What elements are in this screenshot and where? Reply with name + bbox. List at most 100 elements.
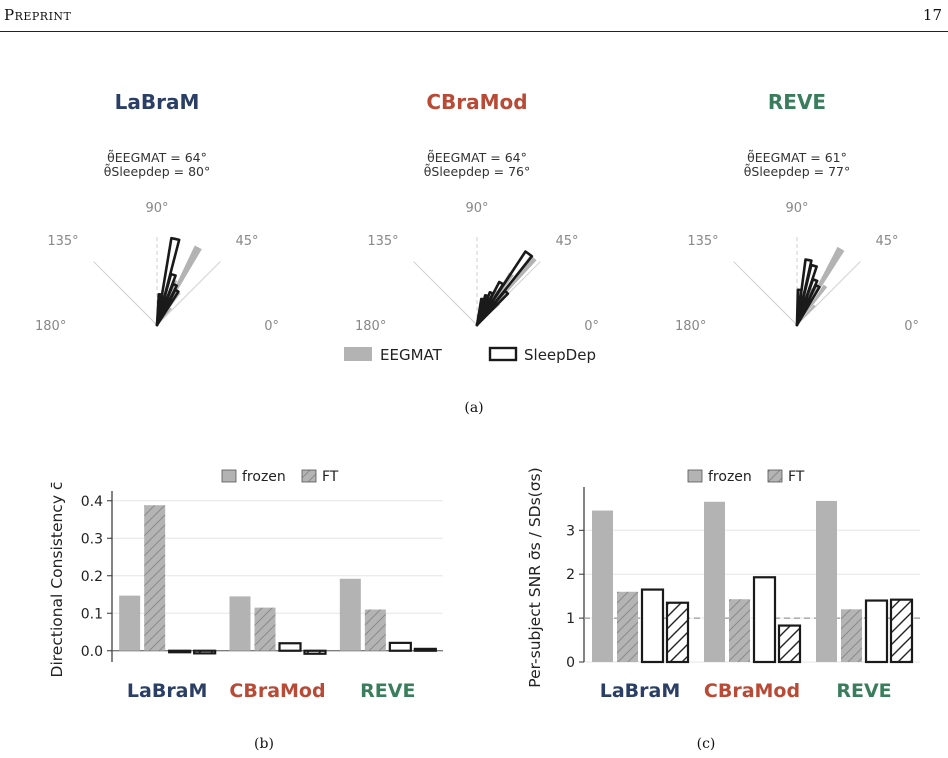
y-axis-label: Directional Consistency c̄ [48, 482, 66, 678]
median-sleepdep: θ̃Sleepdep = 76° [424, 164, 531, 179]
polar-tick-label: 180° [355, 319, 386, 334]
polar-tick-label: 45° [875, 234, 898, 249]
legend-swatch-sleepdep [488, 346, 518, 362]
bar-eegmat-frozen [816, 500, 837, 662]
y-tick-label: 2 [566, 567, 575, 583]
category-label: CBraMod [229, 680, 325, 702]
eegmat-wedge [797, 304, 816, 325]
y-tick-label: 0.1 [81, 606, 103, 622]
polar-tick-label: 45° [555, 234, 578, 249]
polar-spoke [93, 261, 158, 326]
bar-sleepdep-frozen [168, 649, 192, 654]
legend-label-ft: FT [788, 469, 805, 485]
sleepdep-wedge [475, 294, 490, 327]
bar-sleepdep-ft [303, 649, 327, 655]
sleepdep-wedge [475, 250, 534, 327]
bar-sleepdep-frozen [752, 576, 777, 664]
bar-sleepdep-frozen [640, 588, 665, 664]
category-label: CBraMod [704, 680, 800, 702]
model-title: CBraMod [426, 90, 527, 114]
polar-tick-label: 180° [35, 319, 66, 334]
sleepdep-wedge [155, 292, 163, 327]
page-header: Preprint 17 [0, 0, 948, 40]
eegmat-wedge [797, 284, 828, 325]
bar-eegmat-frozen [339, 578, 361, 651]
polar-panel-cbramod: CBraMod θ̃EEGMAT = 64°θ̃Sleepdep = 76° 180… [355, 90, 599, 334]
legend-label-frozen: frozen [708, 469, 752, 485]
bar-sleepdep-ft [777, 624, 802, 664]
bar-sleepdep-frozen [864, 599, 889, 664]
polar-tick-label: 90° [465, 201, 488, 216]
bar-eegmat-frozen [119, 595, 141, 651]
legend-swatch-ft [767, 469, 783, 483]
polar-tick-label: 90° [785, 201, 808, 216]
header-rule [0, 31, 948, 32]
bar-eegmat-ft [729, 599, 750, 662]
bar-legend: frozen FT [221, 469, 339, 485]
median-eegmat: θ̃EEGMAT = 64° [107, 150, 207, 165]
polar-tick-label: 0° [264, 319, 279, 334]
category-label: LaBraM [127, 680, 208, 702]
bar-eegmat-frozen [704, 501, 725, 662]
bar-eegmat-ft [841, 609, 862, 662]
polar-tick-label: 0° [584, 319, 599, 334]
y-axis-label: Per-subject SNR σ̄s / SDs(σs) [526, 467, 544, 687]
polar-panel-labram: LaBraM θ̃EEGMAT = 64°θ̃Sleepdep = 80° 180°… [35, 90, 279, 334]
polar-tick-label: 180° [675, 319, 706, 334]
header-left: Preprint [4, 6, 72, 24]
sleepdep-wedge [795, 258, 813, 327]
polar-tick-label: 135° [367, 234, 398, 249]
bar-sleepdep-frozen [278, 642, 302, 652]
polar-tick-label: 135° [687, 234, 718, 249]
y-tick-label: 0.0 [81, 644, 103, 660]
legend-swatch-eegmat [344, 347, 372, 361]
polar-tick-label: 90° [145, 201, 168, 216]
polar-spoke [796, 261, 861, 326]
polar-spoke [733, 261, 798, 326]
polar-tick-label: 45° [235, 234, 258, 249]
bar-eegmat-ft [144, 505, 166, 651]
bar-sleepdep-ft [193, 649, 217, 655]
sleepdep-wedge [795, 288, 803, 327]
bar-sleepdep-ft [665, 601, 690, 664]
model-title: REVE [768, 90, 826, 114]
polar-legend: EEGMAT SleepDep [344, 346, 596, 364]
bar-eegmat-frozen [229, 596, 251, 651]
panel-c-chart: 0 1 2 3 Per-subject SNR σ̄s / SDs(σs) LaBraM C… [526, 467, 920, 702]
bar-eegmat-ft [254, 607, 276, 651]
legend-swatch-frozen [687, 469, 703, 483]
sleepdep-wedge [475, 297, 485, 327]
bar-sleepdep-ft [889, 598, 914, 664]
bar-eegmat-frozen [592, 510, 613, 662]
legend-label-frozen: frozen [242, 469, 286, 485]
polar-panel-reve: REVE θ̃EEGMAT = 61°θ̃Sleepdep = 77° 180° 13… [675, 90, 919, 334]
polar-tick-label: 0° [904, 319, 919, 334]
category-label: REVE [836, 680, 891, 702]
bar-sleepdep-frozen [388, 641, 412, 652]
y-tick-label: 0.3 [81, 531, 103, 547]
median-eegmat: θ̃EEGMAT = 64° [427, 150, 527, 165]
legend-swatch-ft [301, 469, 317, 483]
polar-tick-label: 135° [47, 234, 78, 249]
legend-swatch-frozen [221, 469, 237, 483]
category-label: REVE [360, 680, 415, 702]
y-tick-label: 0.4 [81, 494, 103, 510]
category-label: LaBraM [600, 680, 681, 702]
bar-legend: frozen FT [687, 469, 805, 485]
legend-label-sleepdep: SleepDep [524, 346, 596, 364]
median-sleepdep: θ̃Sleepdep = 80° [104, 164, 211, 179]
sleepdep-wedge [475, 280, 505, 327]
y-tick-label: 0.2 [81, 569, 103, 585]
caption-a: (a) [464, 400, 484, 416]
panel-b-chart: 0.0 0.1 0.2 0.3 0.4 Directional Consistency c… [48, 469, 443, 702]
median-eegmat: θ̃EEGMAT = 61° [747, 150, 847, 165]
polar-spoke [413, 261, 478, 326]
caption-b: (b) [254, 736, 274, 752]
polar-spoke [156, 261, 221, 326]
sleepdep-wedge [475, 290, 495, 327]
sleepdep-wedge [155, 236, 181, 327]
bar-eegmat-ft [617, 591, 638, 662]
legend-label-ft: FT [322, 469, 339, 485]
bar-eegmat-ft [364, 609, 386, 651]
